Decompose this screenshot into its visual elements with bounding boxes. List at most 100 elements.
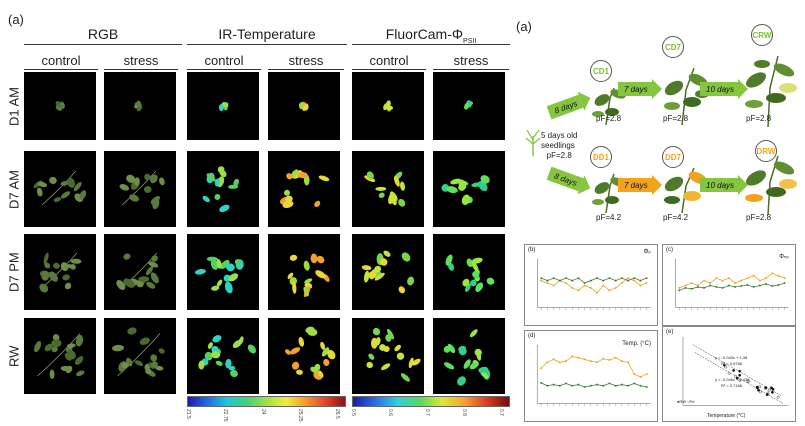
fluorcam-colorbar-ticks: 0.5 0.6 0.7 0.8 0.7	[350, 409, 510, 421]
series-point	[633, 373, 636, 376]
series-point	[602, 357, 605, 360]
scatter-point	[732, 369, 735, 372]
arrow-label: 7 days	[624, 84, 648, 94]
series-point	[727, 284, 730, 287]
series-point	[558, 361, 561, 364]
series-point	[645, 277, 648, 280]
subpanel-e-eq2: y = -0.046x + 1.436	[715, 377, 750, 382]
series-point	[684, 286, 687, 289]
arrow-7-days-drought: 7 days	[618, 175, 662, 195]
scatter-point	[765, 393, 769, 397]
scatter-point	[723, 363, 726, 367]
col-rule	[433, 69, 509, 70]
scatter-point	[738, 379, 742, 382]
series-point	[540, 277, 543, 280]
arrow-10-days-control: 10 days	[700, 79, 748, 99]
scatter-point	[727, 371, 731, 375]
plant-illustration-crw	[745, 55, 797, 128]
series-point	[596, 361, 599, 364]
col-rule	[104, 69, 178, 70]
colorbar-tick-label: 0.8	[461, 409, 467, 416]
series-point	[696, 285, 699, 288]
series-point	[645, 282, 648, 285]
series-point	[734, 285, 737, 288]
series-point	[577, 289, 580, 292]
series-point	[614, 279, 617, 282]
colorbar-tick-label: 25.25	[296, 409, 303, 422]
series-point	[565, 282, 568, 285]
series-point	[546, 282, 549, 285]
stage-dd7: DD7	[662, 146, 684, 168]
group-rule-rgb	[24, 44, 182, 45]
arrow-label: 7 days	[624, 180, 648, 190]
series-point	[639, 376, 642, 378]
plant-image	[116, 252, 159, 290]
series-point	[608, 277, 611, 280]
series-line	[679, 282, 785, 291]
series-point	[715, 277, 718, 280]
series-point	[703, 286, 706, 289]
colorbar-tick-label: 21.5	[185, 409, 191, 419]
series-point	[715, 285, 718, 288]
right-panel-label: (a)	[516, 19, 532, 34]
subpanel-e-eq1: y = -0.043x + 1.38	[715, 355, 748, 360]
series-point	[558, 279, 561, 282]
plant-image-tile	[433, 72, 505, 140]
plant-image	[464, 100, 473, 110]
subpanel-b-plot	[537, 258, 651, 311]
series-point	[752, 274, 755, 277]
scatter-point	[735, 376, 739, 380]
series-point	[709, 282, 712, 285]
colorbar-tick-label: 0.5	[350, 409, 356, 416]
series-point	[721, 279, 724, 282]
plant-image	[134, 100, 143, 112]
series-point	[614, 286, 617, 289]
series-point	[639, 384, 642, 387]
series-point	[639, 279, 642, 282]
plant-image	[34, 333, 85, 379]
stage-drw: DRW	[755, 140, 777, 162]
stage-dd1: DD1	[590, 146, 612, 168]
plant-image	[112, 327, 165, 377]
series-point	[645, 385, 648, 388]
seedling-text-line: pF=2.8	[546, 151, 572, 160]
series-point	[552, 284, 555, 287]
subpanel-e: (e) y = -0.043x + 1.38 R² = 0.6766 y = -…	[662, 326, 796, 422]
series-point	[602, 284, 605, 287]
ir-colorbar	[187, 396, 346, 407]
series-point	[771, 272, 774, 275]
col-head-fc-stress: stress	[453, 53, 489, 68]
plant-image-tile	[268, 72, 340, 140]
subpanel-c: (c) Φₙₚ	[662, 244, 796, 326]
plant-image-tile	[268, 151, 340, 227]
series-point	[620, 277, 623, 280]
plant-image	[441, 175, 490, 206]
regression-line	[692, 344, 782, 396]
series-point	[577, 383, 580, 386]
series-point	[552, 383, 555, 386]
series-point	[690, 282, 693, 285]
colorbar-tick-label: 0.6	[387, 409, 393, 416]
pf-label-dd1: pF=4.2	[596, 213, 622, 222]
pf-label-dd7: pF=4.2	[663, 213, 689, 222]
col-head-rgb-control: control	[41, 53, 81, 68]
arrow-7-days-control: 7 days	[618, 79, 662, 99]
subpanel-c-letter: (c)	[666, 247, 673, 253]
subpanel-b-letter: (b)	[528, 247, 536, 253]
col-rule	[268, 69, 344, 70]
col-rule	[24, 69, 98, 70]
series-point	[552, 277, 555, 280]
plant-image-tile	[24, 318, 96, 394]
scatter-point	[770, 386, 773, 390]
series-point	[571, 384, 574, 387]
series-point	[783, 282, 786, 285]
subpanel-d-plot	[536, 344, 651, 407]
series-point	[620, 360, 623, 363]
arrow-label: 8 days	[553, 98, 579, 115]
series-point	[589, 286, 592, 289]
series-point	[620, 383, 623, 386]
series-point	[540, 381, 543, 384]
plant-image	[364, 171, 406, 207]
plant-image	[33, 170, 87, 206]
colorbar-tick-label: 0.7	[498, 409, 504, 416]
